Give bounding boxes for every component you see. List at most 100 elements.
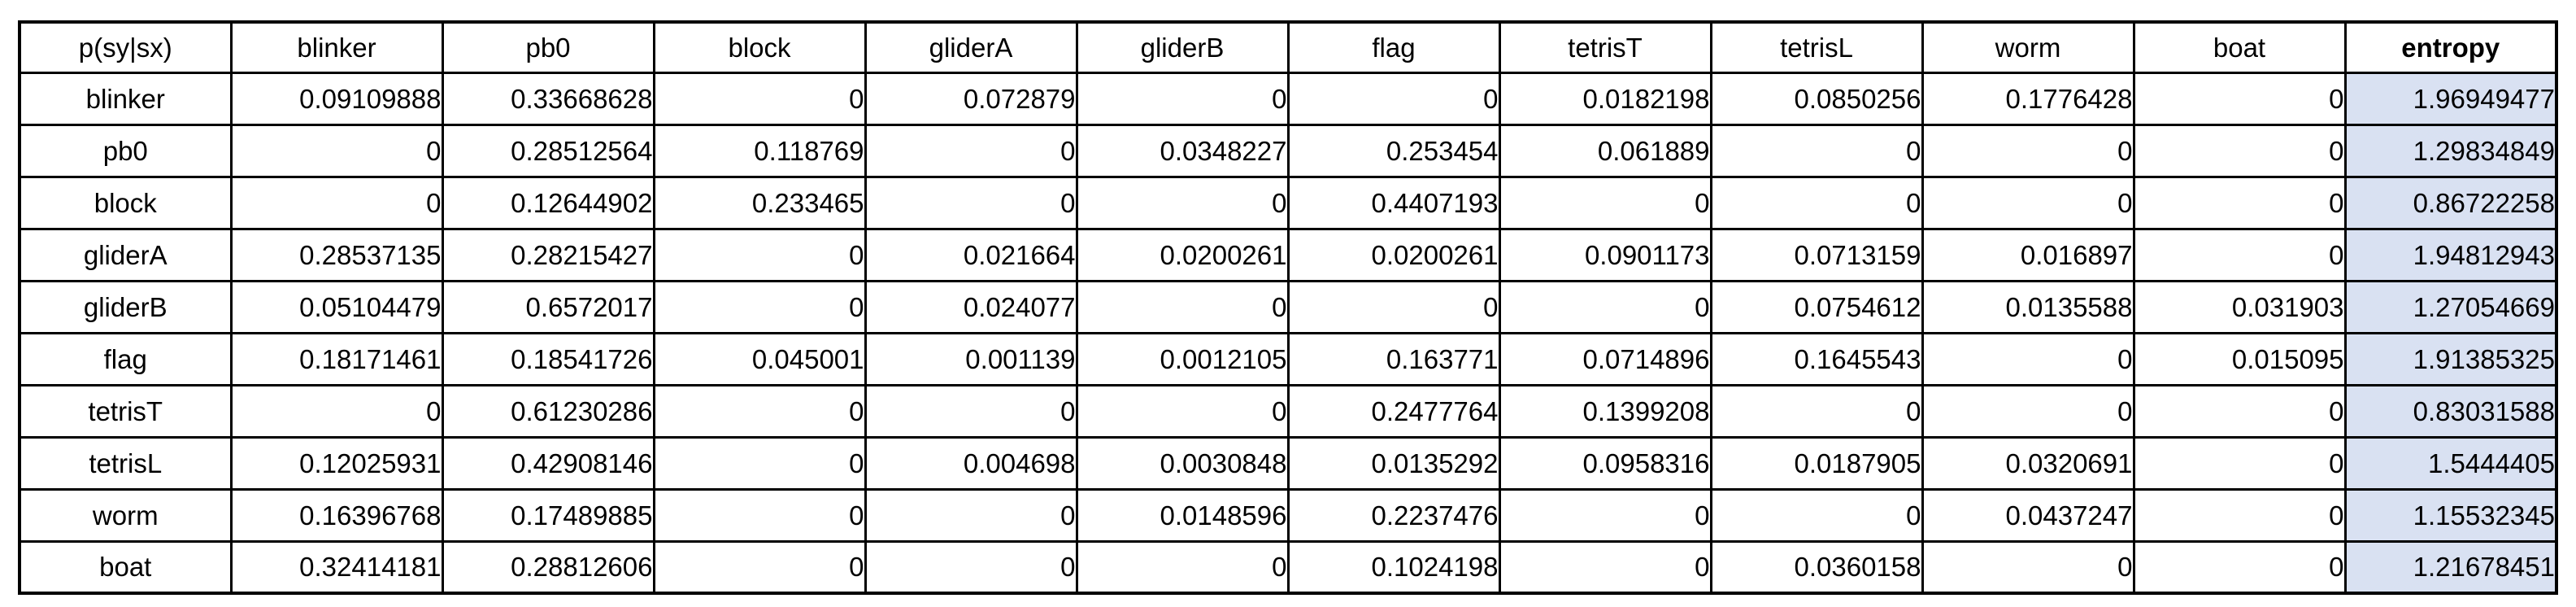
- table-row-gliderB: gliderB 0.05104479 0.6572017 0 0.024077 0 0 0 0.…: [18, 279, 2558, 334]
- probability-cell: 0.004698: [864, 435, 1078, 491]
- probability-cell: 0: [2132, 227, 2347, 282]
- column-header-entropy: entropy: [2343, 20, 2558, 74]
- row-header-tetrisL: tetrisL: [18, 435, 233, 491]
- column-header-tetrisL: tetrisL: [1709, 20, 1924, 74]
- table-row-flag: flag 0.18171461 0.18541726 0.045001 0.001139…: [18, 331, 2558, 386]
- probability-cell: 0.031903: [2132, 279, 2347, 334]
- entropy-cell: 1.91385325: [2343, 331, 2558, 386]
- probability-cell: 0.0200261: [1286, 227, 1501, 282]
- probability-cell: 0: [1498, 175, 1712, 230]
- probability-cell: 0: [1921, 175, 2135, 230]
- entropy-cell: 1.94812943: [2343, 227, 2558, 282]
- row-header-blinker: blinker: [18, 71, 233, 126]
- probability-cell: 0.024077: [864, 279, 1078, 334]
- probability-cell: 0: [864, 175, 1078, 230]
- probability-cell: 0: [2132, 487, 2347, 543]
- probability-cell: 0.045001: [652, 331, 867, 386]
- probability-cell: 0.09109888: [229, 71, 444, 126]
- probability-cell: 0.0850256: [1709, 71, 1924, 126]
- probability-cell: 0: [864, 539, 1078, 595]
- entropy-cell: 1.15532345: [2343, 487, 2558, 543]
- probability-cell: 0: [1709, 487, 1924, 543]
- probability-cell: 0: [1075, 71, 1290, 126]
- probability-cell: 0: [1498, 539, 1712, 595]
- probability-cell: 0.1645543: [1709, 331, 1924, 386]
- probability-cell: 0.1024198: [1286, 539, 1501, 595]
- probability-cell: 0: [1921, 539, 2135, 595]
- probability-cell: 0.0360158: [1709, 539, 1924, 595]
- probability-cell: 0: [864, 383, 1078, 439]
- entropy-cell: 1.5444405: [2343, 435, 2558, 491]
- probability-cell: 0.28512564: [441, 123, 655, 178]
- probability-cell: 0.0030848: [1075, 435, 1290, 491]
- probability-cell: 0.1399208: [1498, 383, 1712, 439]
- probability-cell: 0.0437247: [1921, 487, 2135, 543]
- column-header-gliderB: gliderB: [1075, 20, 1290, 74]
- probability-cell: 0.0135588: [1921, 279, 2135, 334]
- probability-cell: 0.1776428: [1921, 71, 2135, 126]
- column-header-pb0: pb0: [441, 20, 655, 74]
- row-header-block: block: [18, 175, 233, 230]
- table-row-pb0: pb0 0 0.28512564 0.118769 0 0.0348227 0.253454…: [18, 123, 2558, 178]
- table-row-tetrisT: tetrisT 0 0.61230286 0 0 0 0.2477764 0.1399208 0…: [18, 383, 2558, 439]
- probability-cell: 0.18541726: [441, 331, 655, 386]
- probability-cell: 0: [1075, 383, 1290, 439]
- probability-cell: 0.253454: [1286, 123, 1501, 178]
- probability-cell: 0.32414181: [229, 539, 444, 595]
- probability-cell: 0: [652, 71, 867, 126]
- probability-cell: 0.16396768: [229, 487, 444, 543]
- corner-label: p(sy|sx): [18, 20, 233, 74]
- probability-cell: 0.163771: [1286, 331, 1501, 386]
- probability-cell: 0.0320691: [1921, 435, 2135, 491]
- entropy-cell: 1.96949477: [2343, 71, 2558, 126]
- probability-cell: 0.233465: [652, 175, 867, 230]
- probability-cell: 0.0012105: [1075, 331, 1290, 386]
- probability-cell: 0.4407193: [1286, 175, 1501, 230]
- probability-cell: 0: [1498, 487, 1712, 543]
- probability-cell: 0: [1709, 123, 1924, 178]
- row-header-tetrisT: tetrisT: [18, 383, 233, 439]
- probability-cell: 0.2237476: [1286, 487, 1501, 543]
- probability-cell: 0: [2132, 71, 2347, 126]
- probability-cell: 0.61230286: [441, 383, 655, 439]
- column-header-worm: worm: [1921, 20, 2135, 74]
- probability-cell: 0.015095: [2132, 331, 2347, 386]
- probability-cell: 0.12025931: [229, 435, 444, 491]
- probability-cell: 0: [1709, 175, 1924, 230]
- probability-cell: 0: [1498, 279, 1712, 334]
- row-header-gliderA: gliderA: [18, 227, 233, 282]
- probability-cell: 0.0713159: [1709, 227, 1924, 282]
- row-header-pb0: pb0: [18, 123, 233, 178]
- table-row-tetrisL: tetrisL 0.12025931 0.42908146 0 0.004698 0.00…: [18, 435, 2558, 491]
- probability-cell: 0.0901173: [1498, 227, 1712, 282]
- row-header-gliderB: gliderB: [18, 279, 233, 334]
- probability-cell: 0.118769: [652, 123, 867, 178]
- probability-cell: 0: [652, 383, 867, 439]
- probability-cell: 0: [229, 123, 444, 178]
- table-row-boat: boat 0.32414181 0.28812606 0 0 0 0.1024198 0 0.0…: [18, 539, 2558, 595]
- probability-cell: 0: [229, 175, 444, 230]
- row-header-boat: boat: [18, 539, 233, 595]
- probability-cell: 0: [1709, 383, 1924, 439]
- probability-cell: 0.12644902: [441, 175, 655, 230]
- probability-cell: 0: [652, 227, 867, 282]
- probability-cell: 0.0148596: [1075, 487, 1290, 543]
- probability-cell: 0.0348227: [1075, 123, 1290, 178]
- probability-cell: 0.0187905: [1709, 435, 1924, 491]
- probability-cell: 0.072879: [864, 71, 1078, 126]
- probability-cell: 0: [2132, 435, 2347, 491]
- probability-cell: 0: [1286, 71, 1501, 126]
- header-row: p(sy|sx) blinker pb0 block gliderA gliderB fl…: [18, 20, 2558, 74]
- probability-cell: 0: [1286, 279, 1501, 334]
- probability-cell: 0.0182198: [1498, 71, 1712, 126]
- probability-cell: 0.28812606: [441, 539, 655, 595]
- table-row-gliderA: gliderA 0.28537135 0.28215427 0 0.021664 0.02…: [18, 227, 2558, 282]
- probability-cell: 0.001139: [864, 331, 1078, 386]
- column-header-boat: boat: [2132, 20, 2347, 74]
- table-row-block: block 0 0.12644902 0.233465 0 0 0.4407193 0 0 0 0 0…: [18, 175, 2558, 230]
- probability-cell: 0.0714896: [1498, 331, 1712, 386]
- probability-cell: 0.17489885: [441, 487, 655, 543]
- table-row-worm: worm 0.16396768 0.17489885 0 0 0.0148596 0.223…: [18, 487, 2558, 543]
- table-header: p(sy|sx) blinker pb0 block gliderA gliderB fl…: [18, 20, 2558, 74]
- probability-cell: 0: [652, 279, 867, 334]
